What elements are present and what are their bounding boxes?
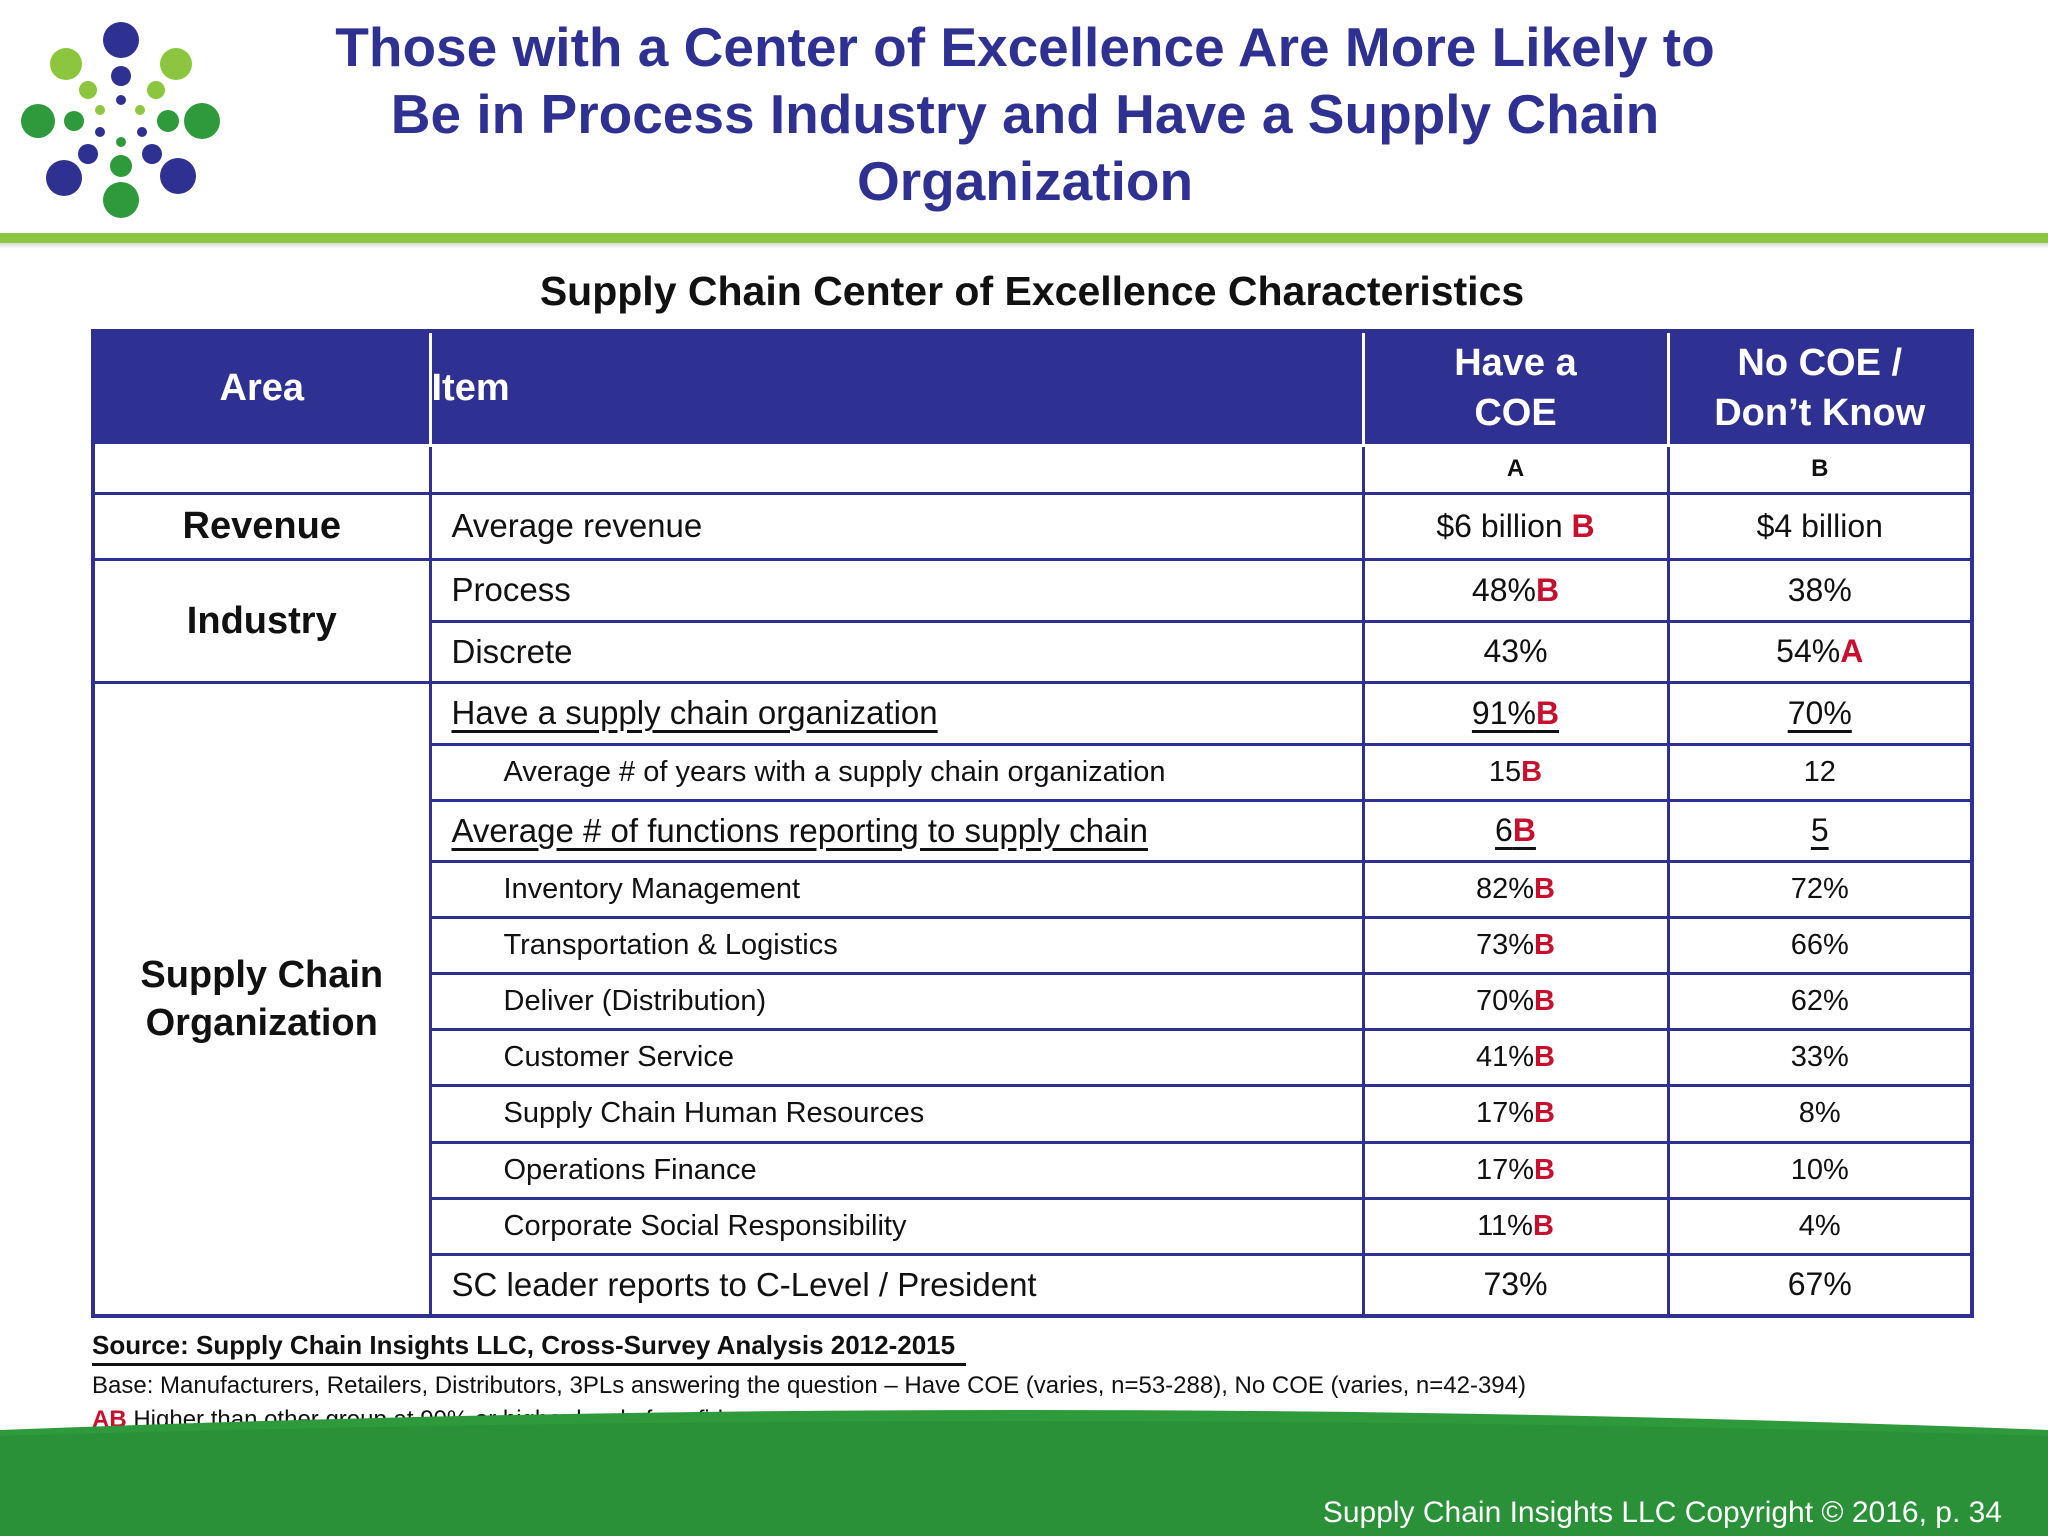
value-nocoe: 8% <box>1666 1083 1974 1144</box>
slide-title: Those with a Center of Excellence Are Mo… <box>335 16 1715 212</box>
value-coe: 41%B <box>1361 1027 1670 1087</box>
value-coe: 82%B <box>1361 859 1670 919</box>
sig-mark: B <box>1534 872 1555 905</box>
sig-label-coe: A <box>1361 443 1670 495</box>
sig-mark: B <box>1571 507 1595 544</box>
sig-mark: B <box>1521 755 1543 788</box>
item-label: SC leader reports to C-Level / President <box>428 1252 1365 1318</box>
table-row: Deliver (Distribution) 70%B 62% <box>93 971 1974 1031</box>
sig-mark: B <box>1535 571 1560 608</box>
value-coe: 11%B <box>1361 1196 1670 1256</box>
item-label: Discrete <box>428 619 1365 684</box>
value-coe: 17%B <box>1361 1083 1670 1144</box>
sig-label-nocoe: B <box>1666 443 1974 495</box>
item-label: Deliver (Distribution) <box>428 971 1365 1031</box>
sig-mark: B <box>1534 1153 1555 1186</box>
header-row: Area Item Have a COE No COE / Don’t Know <box>91 329 1974 447</box>
value-coe: 70%B <box>1361 971 1670 1031</box>
title-divider <box>0 233 2048 243</box>
coe-characteristics-table: Area Item Have a COE No COE / Don’t Know… <box>91 329 1974 1318</box>
item-label: Average revenue <box>428 491 1365 561</box>
item-label: Inventory Management <box>428 859 1365 919</box>
item-label: Transportation & Logistics <box>428 915 1365 975</box>
area-sco-line1: Supply Chain <box>140 953 384 996</box>
value-nocoe: 66% <box>1666 915 1974 975</box>
header-have-coe-line1: Have a <box>1454 342 1577 385</box>
item-label: Supply Chain Human Resources <box>428 1083 1365 1144</box>
footer-band <box>0 1410 2048 1536</box>
table-row: Customer Service 41%B 33% <box>93 1027 1974 1087</box>
value-nocoe: 54%A <box>1666 619 1974 684</box>
value-nocoe: 5 <box>1666 798 1974 863</box>
value-nocoe: 67% <box>1666 1252 1974 1318</box>
area-sco-line2: Organization <box>145 1001 378 1044</box>
table-row: Industry Process 48%B 38% <box>91 557 1974 684</box>
value-coe: 91%B <box>1361 680 1670 746</box>
value-nocoe: 38% <box>1666 557 1974 623</box>
value-nocoe: 4% <box>1666 1196 1974 1256</box>
table-row: Transportation & Logistics 73%B 66% <box>93 915 1974 975</box>
table-row: Inventory Management 82%B 72% <box>93 859 1974 919</box>
header-have-coe: Have a COE <box>1361 329 1670 447</box>
table-row: SC leader reports to C-Level / President… <box>93 1252 1974 1318</box>
table-row: Average # of functions reporting to supp… <box>93 798 1974 863</box>
header-no-coe-line1: No COE / <box>1737 342 1903 385</box>
table-row: Revenue Average revenue $6 billion B $4 … <box>91 491 1974 561</box>
item-label: Corporate Social Responsibility <box>428 1196 1365 1256</box>
item-label: Customer Service <box>428 1027 1365 1087</box>
table-row: Average # of years with a supply chain o… <box>93 742 1974 802</box>
item-label: Average # of functions reporting to supp… <box>428 798 1365 863</box>
value-coe: 73% <box>1361 1252 1670 1318</box>
sig-mark: B <box>1534 1097 1555 1129</box>
header-area: Area <box>91 329 432 447</box>
area-industry: Industry <box>91 557 432 684</box>
sig-mark: B <box>1532 1209 1554 1242</box>
header-have-coe-line2: COE <box>1474 392 1557 435</box>
value-nocoe: $4 billion <box>1666 491 1974 561</box>
value-coe: $6 billion B <box>1361 491 1670 561</box>
sig-mark: B <box>1535 694 1560 731</box>
source-note: Source: Supply Chain Insights LLC, Cross… <box>92 1330 956 1360</box>
value-nocoe: 33% <box>1666 1027 1974 1087</box>
table-title: Supply Chain Center of Excellence Charac… <box>539 268 1525 314</box>
area-supply-chain-organization: Supply Chain Organization <box>91 680 432 1318</box>
value-nocoe: 10% <box>1666 1140 1974 1200</box>
value-coe: 17%B <box>1361 1140 1670 1200</box>
item-label: Have a supply chain organization <box>428 680 1365 746</box>
table-row: Corporate Social Responsibility 11%B 4% <box>93 1196 1974 1256</box>
value-coe: 73%B <box>1361 915 1670 975</box>
significance-label-row: A B <box>91 443 1974 495</box>
item-label: Process <box>428 557 1365 623</box>
item-label: Average # of years with a supply chain o… <box>428 742 1365 802</box>
table-row: Discrete 43% 54%A <box>93 619 1974 684</box>
header-no-coe: No COE / Don’t Know <box>1666 329 1974 447</box>
value-nocoe: 12 <box>1666 742 1974 802</box>
sig-mark: B <box>1534 1040 1555 1073</box>
source-underline <box>92 1363 966 1366</box>
sig-mark: B <box>1534 984 1555 1017</box>
area-revenue: Revenue <box>91 491 432 561</box>
value-coe: 43% <box>1361 619 1670 684</box>
value-nocoe: 70% <box>1666 680 1974 746</box>
sig-mark: A <box>1840 633 1864 669</box>
header-no-coe-line2: Don’t Know <box>1714 392 1926 435</box>
value-coe: 15B <box>1361 742 1670 802</box>
title-divider-shadow <box>0 243 2048 249</box>
table-row: Supply Chain Human Resources 17%B 8% <box>93 1083 1974 1144</box>
value-nocoe: 72% <box>1666 859 1974 919</box>
value-coe: 6B <box>1361 798 1670 863</box>
base-note: Base: Manufacturers, Retailers, Distribu… <box>92 1372 1526 1399</box>
header-item: Item <box>428 329 1365 447</box>
table-row: Operations Finance 17%B 10% <box>93 1140 1974 1200</box>
item-label: Operations Finance <box>428 1140 1365 1200</box>
sig-mark: B <box>1534 928 1555 961</box>
sig-mark: B <box>1512 812 1536 848</box>
value-nocoe: 62% <box>1666 971 1974 1031</box>
value-coe: 48%B <box>1361 557 1670 623</box>
table-row: Supply Chain Organization Have a supply … <box>91 680 1974 1318</box>
copyright-text: Supply Chain Insights LLC Copyright © 20… <box>1322 1496 2002 1529</box>
company-logo <box>21 22 220 218</box>
